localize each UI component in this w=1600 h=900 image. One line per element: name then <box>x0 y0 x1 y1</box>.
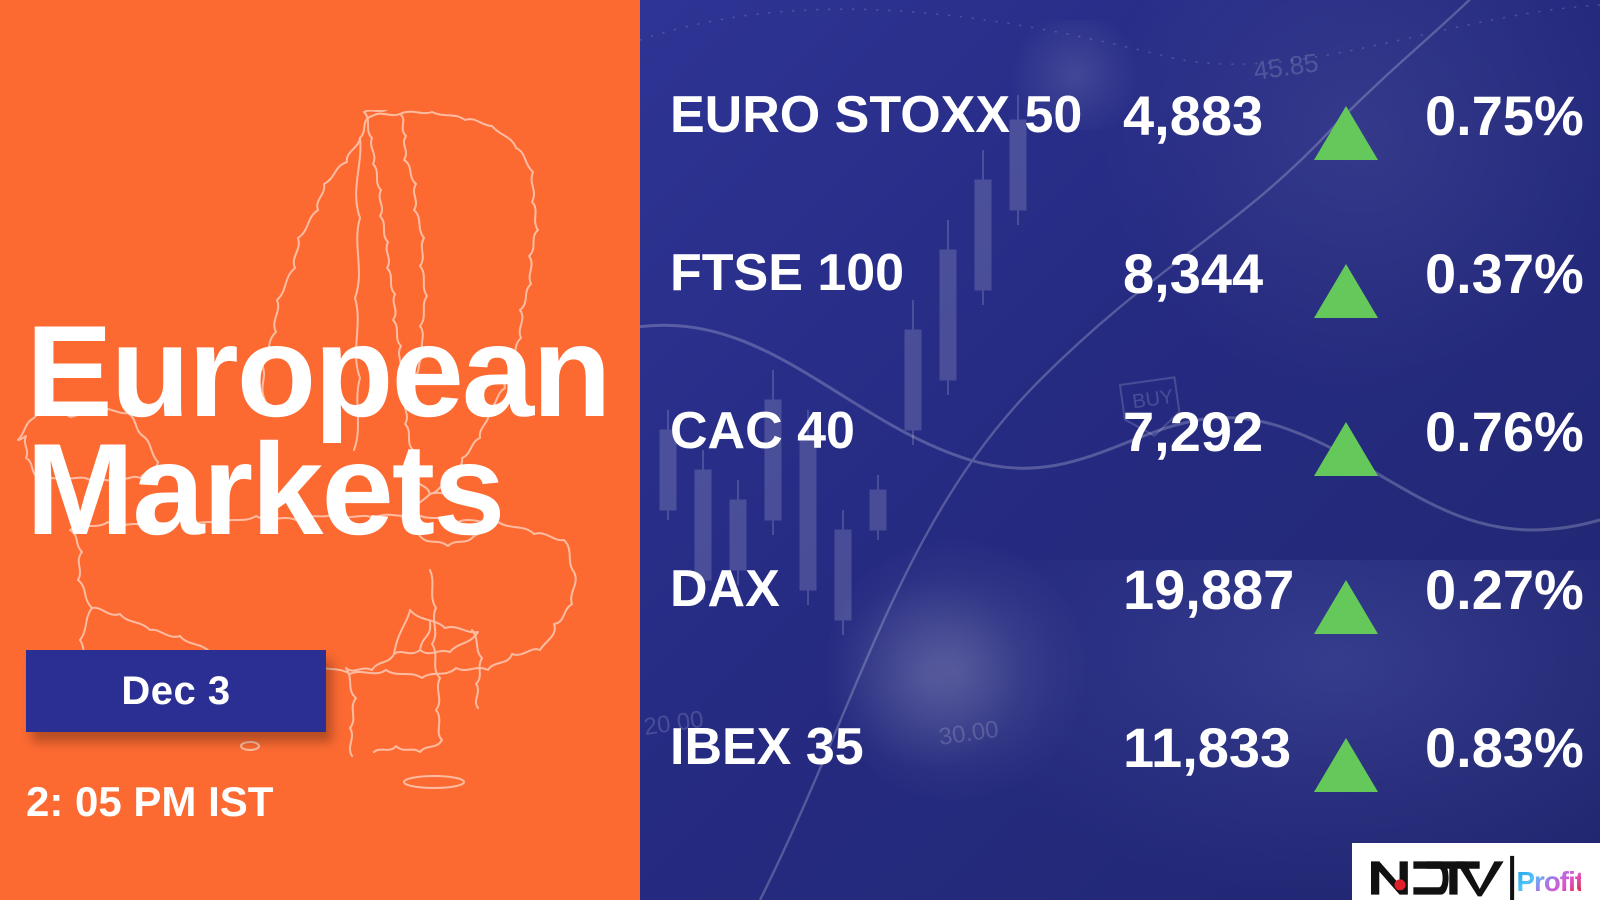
svg-text:30.00: 30.00 <box>937 716 1000 751</box>
svg-text:Profit: Profit <box>1517 866 1581 897</box>
svg-text:45.85: 45.85 <box>1252 47 1321 86</box>
